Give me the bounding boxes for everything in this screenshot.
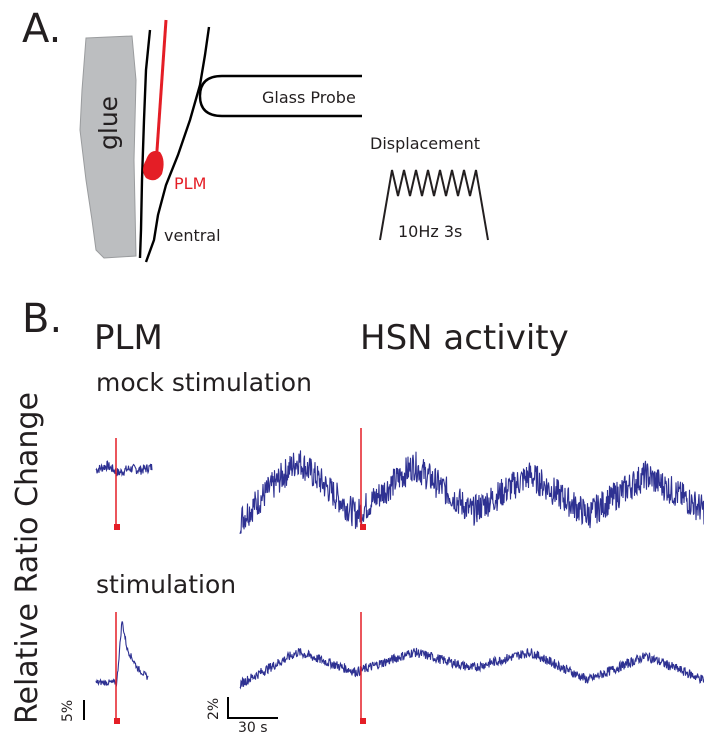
trace-hsn-mock-stimulation (239, 450, 704, 535)
plm-soma (143, 151, 164, 181)
column-title-plm: PLM (94, 318, 163, 358)
trace-hsn-stimulation (239, 647, 704, 690)
row-title-stimulation: stimulation (96, 570, 237, 599)
panel-a-letter: A. (22, 6, 62, 52)
glass-probe-label: Glass Probe (262, 88, 356, 107)
plm-neuron-label: PLM (174, 174, 207, 193)
scale-label-hsn-x: 30 s (238, 720, 268, 736)
y-axis-label: Relative Ratio Change (10, 392, 45, 724)
panel-b-letter: B. (22, 296, 63, 342)
scale-label-plm: 5% (60, 699, 76, 722)
plm-axon (154, 19, 168, 166)
glass-probe (198, 74, 362, 118)
stim-marker-plm-mock (114, 524, 120, 530)
scale-label-hsn-y: 2% (206, 697, 222, 720)
stim-marker-plm-stim (114, 718, 120, 724)
worm-body-dorsal-edge (138, 29, 152, 259)
displacement-label: Displacement (370, 134, 480, 153)
scale-bar-hsn (227, 697, 278, 719)
stim-marker-hsn-stim (360, 718, 366, 724)
displacement-waveform (379, 169, 489, 241)
glue-block (79, 35, 137, 259)
trace-plm-mock-stimulation (95, 460, 153, 477)
worm-body-ventral-edge (144, 26, 211, 263)
stim-marker-hsn-mock (360, 524, 366, 530)
trace-plm-stimulation (95, 621, 149, 687)
column-title-hsn: HSN activity (360, 318, 569, 358)
glue-label: glue (94, 95, 123, 150)
stimulus-frequency-label: 10Hz 3s (398, 222, 463, 241)
ventral-label: ventral (164, 226, 221, 245)
row-title-mock: mock stimulation (96, 368, 312, 397)
traces-layer (95, 450, 704, 690)
